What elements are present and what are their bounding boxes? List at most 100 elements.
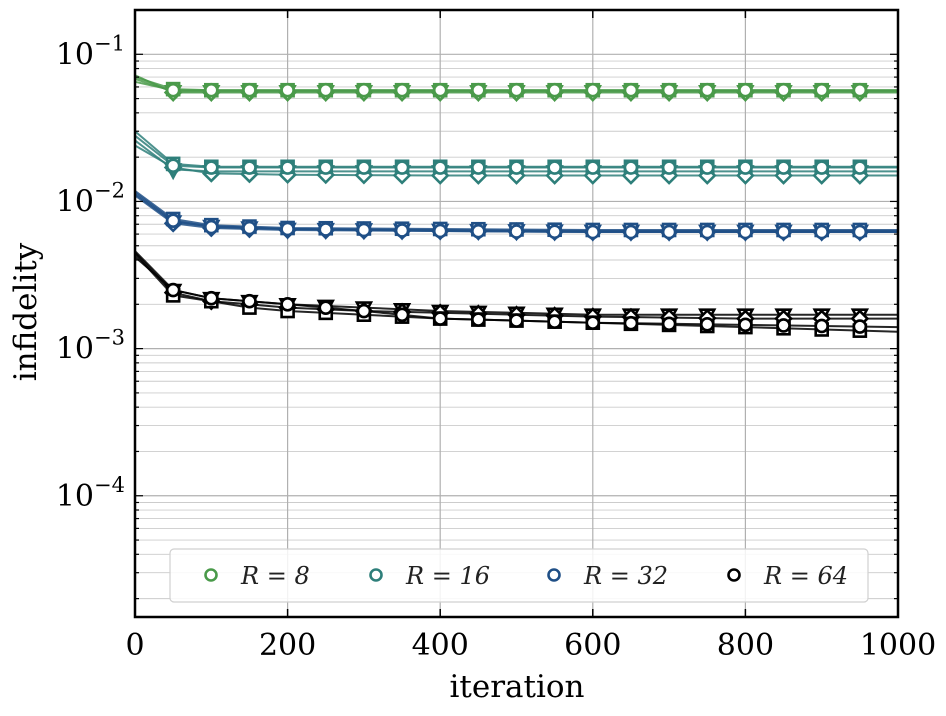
data-point [547, 314, 562, 329]
legend-label: R = 8 [240, 562, 310, 590]
data-point [432, 82, 448, 98]
data-point [623, 315, 639, 331]
data-point [318, 222, 334, 237]
y-tick-label: 10−3 [56, 326, 125, 367]
data-point [280, 160, 295, 175]
data-point [699, 317, 715, 332]
x-tick-label: 600 [564, 628, 621, 663]
data-point [394, 82, 410, 98]
x-axis-label: iteration [449, 669, 584, 705]
y-tick-label: 10−4 [56, 473, 125, 514]
data-point [776, 160, 791, 175]
data-point [547, 160, 562, 175]
data-point [471, 223, 486, 239]
data-point [852, 82, 868, 98]
data-point [280, 82, 295, 98]
data-point [623, 224, 639, 240]
data-point [356, 222, 372, 238]
data-point [661, 224, 677, 240]
data-point [852, 160, 868, 175]
data-point [165, 158, 181, 173]
x-tick-label: 800 [717, 628, 774, 663]
series-group [134, 190, 898, 242]
legend-marker [369, 568, 383, 582]
data-point [509, 82, 524, 98]
legend-box [169, 548, 869, 603]
data-point [661, 160, 677, 175]
data-point [585, 82, 601, 98]
series-group [134, 130, 898, 185]
x-tick-label: 400 [412, 628, 469, 663]
axes: 0 200 400 600 800 1000 10−1 10−2 10−3 10−4 [56, 8, 936, 663]
data-point [699, 160, 715, 175]
data-point [471, 82, 486, 98]
data-point [432, 311, 448, 326]
legend: R = 8 R = 16 R = 32 R = 64 [169, 548, 869, 603]
data-point [165, 213, 181, 228]
data-point [356, 303, 372, 319]
x-tick-label: 1000 [860, 628, 936, 663]
data-point [623, 82, 639, 98]
data-point [509, 313, 524, 328]
y-axis-label: infidelity [8, 242, 44, 381]
data-point [776, 224, 791, 240]
data-point [585, 315, 601, 330]
data-point [471, 160, 486, 175]
data-point [547, 82, 562, 98]
data-point [738, 317, 753, 333]
data-point [204, 82, 219, 98]
legend-marker [204, 568, 218, 582]
data-point [280, 297, 295, 312]
data-point [776, 318, 791, 333]
data-point [699, 224, 715, 240]
data-point [280, 221, 295, 237]
data-point [661, 316, 677, 332]
data-point [852, 224, 868, 240]
data-point [509, 224, 524, 239]
legend-label: R = 16 [405, 562, 490, 590]
data-point [585, 160, 601, 175]
data-point [394, 307, 410, 323]
data-point [242, 293, 257, 309]
data-point [547, 224, 562, 240]
data-point [432, 223, 448, 239]
series-group [134, 250, 899, 338]
data-point [814, 82, 830, 98]
data-point [356, 160, 372, 175]
data-point [738, 224, 753, 240]
data-point [661, 82, 677, 98]
series-group [134, 74, 898, 103]
data-point [242, 220, 257, 236]
data-point [509, 160, 524, 175]
data-point [471, 312, 486, 327]
axes-frame [133, 8, 900, 619]
data-point [356, 82, 372, 98]
data-point [699, 82, 715, 98]
data-point [204, 290, 219, 306]
data-point [814, 224, 830, 240]
data-point [242, 82, 257, 98]
data-point [318, 160, 334, 175]
data-point [204, 160, 219, 175]
data-point [814, 160, 830, 175]
data-point [432, 160, 448, 175]
data-point [814, 318, 830, 334]
data-point [585, 224, 601, 240]
data-point [852, 319, 868, 334]
data-point [204, 219, 219, 235]
legend-marker [547, 568, 561, 582]
data-point [165, 282, 181, 298]
data-point [242, 160, 257, 175]
data-point [318, 82, 334, 98]
y-tick-label: 10−2 [56, 178, 125, 219]
data-point [394, 160, 410, 175]
legend-label: R = 32 [583, 562, 668, 590]
legend-marker [727, 568, 741, 582]
x-tick-label: 0 [125, 628, 144, 663]
x-tick-label: 200 [259, 628, 316, 663]
data-point [318, 300, 334, 315]
data-point [623, 160, 639, 175]
data-point [738, 160, 753, 175]
